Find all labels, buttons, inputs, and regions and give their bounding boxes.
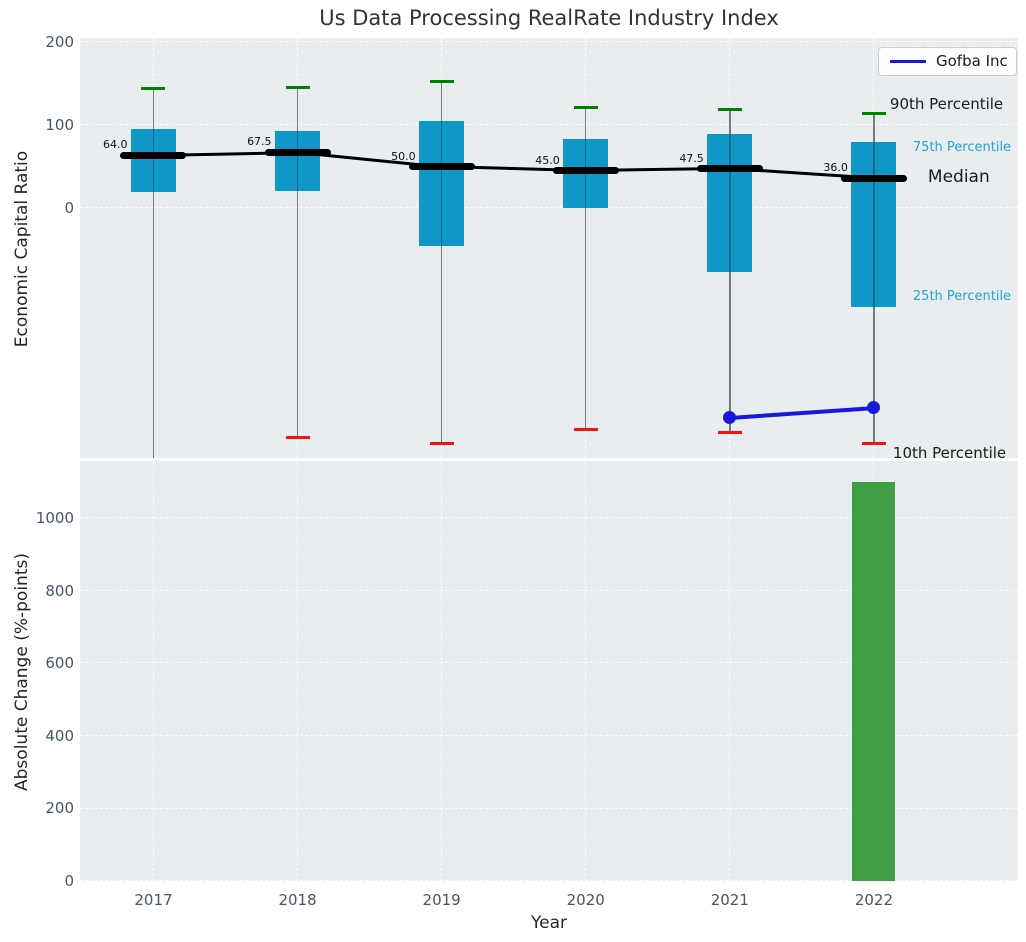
x-tick-label: 2020 [566, 891, 605, 909]
median-value-label: 36.0 [823, 161, 848, 175]
annotation-25th-percentile: 25th Percentile [912, 288, 1012, 304]
median-segment [408, 163, 475, 171]
gridline-y [80, 124, 1018, 126]
whisker-line [584, 107, 587, 430]
gridline-x [729, 461, 731, 881]
whisker-cap-10th-icon [285, 435, 310, 439]
y-tick-label: 100 [45, 116, 74, 135]
gridline-y [80, 589, 1018, 591]
annotation-10th-percentile: 10th Percentile [892, 444, 1007, 463]
x-tick-label: 2018 [278, 891, 317, 909]
annotation-90th-percentile: 90th Percentile [889, 94, 1004, 113]
gridline-x [296, 461, 298, 881]
gofba-line-segment [729, 405, 875, 420]
annotation-median: Median [927, 167, 990, 188]
whisker-cap-90th-icon [861, 112, 886, 116]
y-tick-label: 200 [45, 799, 74, 818]
median-segment [840, 174, 907, 182]
legend-label: Gofba Inc [936, 52, 1008, 70]
gridline-x [152, 461, 154, 881]
y-tick-label: 0 [64, 199, 74, 218]
gridline-x [440, 461, 442, 881]
top-y-axis-label: Economic Capital Ratio [12, 150, 32, 348]
gridline-y [80, 662, 1018, 664]
x-tick-label: 2017 [134, 891, 173, 909]
bottom-axes-absolute-change [80, 461, 1018, 881]
whisker-line [152, 88, 155, 458]
whisker-cap-90th-icon [429, 80, 454, 84]
median-segment [264, 148, 331, 156]
gridline-x [584, 461, 586, 881]
median-value-label: 50.0 [391, 149, 416, 163]
chart-title: Us Data Processing RealRate Industry Ind… [319, 6, 779, 30]
whisker-cap-90th-icon [141, 87, 166, 91]
whisker-line [296, 87, 299, 438]
whisker-cap-10th-icon [573, 428, 598, 432]
change-bar [852, 481, 896, 881]
whisker-inner-line [873, 141, 875, 307]
x-tick-label: 2019 [422, 891, 461, 909]
gofba-point [723, 410, 737, 424]
y-tick-label: 200 [45, 33, 74, 52]
whisker-cap-10th-icon [861, 441, 886, 445]
gridline-y [80, 880, 1018, 881]
y-tick-label: 600 [45, 654, 74, 673]
legend-line-sample [890, 60, 926, 63]
x-tick-label: 2021 [710, 891, 749, 909]
median-segment [552, 167, 619, 175]
top-axes-economic-capital-ratio [80, 38, 1018, 458]
gridline-y [80, 41, 1018, 43]
y-tick-label: 1000 [35, 508, 74, 527]
y-tick-label: 400 [45, 726, 74, 745]
whisker-inner-line [440, 121, 443, 246]
whisker-cap-10th-icon [429, 441, 454, 445]
whisker-inner-line [729, 134, 731, 273]
gridline-y [80, 735, 1018, 737]
median-segment [120, 151, 187, 159]
median-value-label: 45.0 [535, 153, 560, 167]
annotation-75th-percentile: 75th Percentile [912, 139, 1012, 155]
whisker-inner-line [296, 130, 299, 191]
median-value-label: 67.5 [247, 135, 272, 149]
gridline-y [80, 807, 1018, 809]
x-axis-label: Year [531, 913, 567, 933]
x-tick-label: 2022 [854, 891, 893, 909]
median-value-label: 47.5 [679, 151, 704, 165]
y-tick-label: 0 [64, 872, 74, 890]
gofba-point [867, 400, 881, 414]
whisker-cap-90th-icon [573, 106, 598, 110]
y-tick-label: 800 [45, 581, 74, 600]
whisker-cap-10th-icon [717, 430, 742, 434]
gridline-y [80, 517, 1018, 519]
whisker-line [440, 81, 443, 444]
median-segment [696, 165, 763, 173]
whisker-cap-90th-icon [717, 107, 742, 111]
legend: Gofba Inc [878, 47, 1017, 76]
gridline-y [80, 207, 1018, 209]
whisker-inner-line [152, 129, 155, 192]
whisker-cap-90th-icon [285, 86, 310, 90]
median-value-label: 64.0 [102, 138, 128, 152]
